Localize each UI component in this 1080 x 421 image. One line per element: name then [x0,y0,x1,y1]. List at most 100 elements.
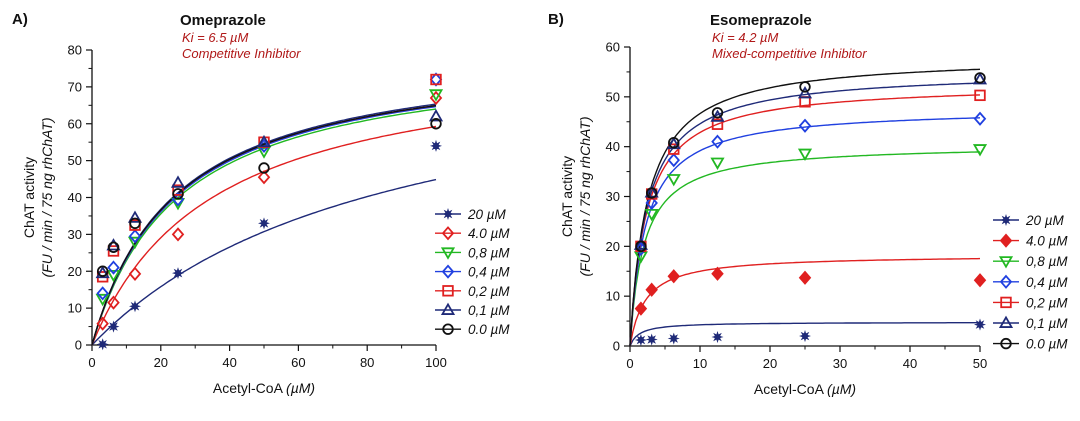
data-point [972,144,988,157]
y-axis-label-line2: (FU / min / 75 ng rhChAT) [577,116,593,276]
x-tick-label: 80 [360,355,374,370]
data-point [172,184,184,196]
data-point [127,236,143,250]
data-point [645,195,658,211]
x-tick-label: 50 [973,356,987,371]
y-tick-label: 10 [606,289,620,304]
y-axis-label: ChAT activity (FU / min / 75 ng rhChAT) [21,117,55,277]
data-point [667,332,680,345]
legend-marker [442,285,454,297]
legend-marker [1000,296,1012,309]
legend-label: 0.0 µM [1026,337,1068,352]
legend-marker [998,315,1014,328]
x-tick-label: 0 [88,355,95,370]
data-point [973,273,987,288]
legend-label: 0,8 µM [468,245,510,260]
fit-curve [629,82,981,347]
data-point [95,293,110,307]
data-point [711,266,724,281]
series-points [633,144,988,264]
data-point [633,237,648,250]
data-point [711,134,724,149]
legend-label: 0,8 µM [1026,254,1068,269]
data-point [107,295,120,310]
data-point [644,185,659,198]
series-points [634,266,987,316]
y-tick-label: 20 [68,264,82,279]
x-tick-label: 40 [903,356,917,371]
data-point [430,139,442,152]
data-point [171,227,185,242]
data-point [107,320,120,333]
data-point [973,111,987,126]
y-tick-label: 60 [606,40,620,55]
fit-curve [629,151,981,347]
legend-label: 0,2 µM [468,284,510,299]
data-point [710,157,725,170]
data-point [96,286,109,301]
series-points [96,139,442,351]
series-points [96,72,443,301]
data-point [798,118,812,133]
series-points [96,118,442,277]
x-tick-label: 0 [626,356,633,371]
data-point [107,241,120,253]
data-point [711,118,724,130]
legend: 20 µM 4.0 µM 0,8 µM 0,4 µM 0,2 µM 0,1 µM 0.0 µ… [435,207,510,337]
data-point [429,72,443,87]
data-point [645,282,658,297]
data-point [257,170,271,185]
data-point [974,89,986,102]
x-axis-label-text: Acetyl-CoA [754,381,827,397]
data-point [666,174,681,187]
y-tick-label: 0 [613,339,620,354]
legend-marker [1000,337,1012,350]
y-axis-label-line1: ChAT activity [21,157,37,238]
data-point [430,73,442,86]
data-point [974,318,986,331]
series-points [634,318,986,347]
data-point [430,118,442,130]
data-point [106,269,121,283]
data-point [428,89,444,102]
series-points [635,89,986,253]
legend-label: 20 µM [467,207,507,222]
data-point [107,245,120,257]
data-point [256,134,272,148]
legend-label: 4.0 µM [468,226,510,241]
chart-subtitle-line: Ki = 6.5 µM [182,30,249,45]
legend-marker [440,302,456,315]
legend-marker [440,247,456,260]
data-point [634,301,648,316]
y-tick-label: 50 [68,153,82,168]
x-tick-label: 100 [425,355,447,370]
y-tick-label: 30 [606,189,620,204]
legend-label: 0,1 µM [468,303,510,318]
data-point [799,330,811,343]
x-tick-label: 60 [291,355,305,370]
y-tick-label: 10 [68,301,82,316]
series-points [95,109,444,279]
data-point [96,338,109,351]
chart-title: Omeprazole [180,12,266,29]
fit-curve [91,125,437,346]
x-axis-label-text: Acetyl-CoA [213,380,286,396]
legend: 20 µM 4.0 µM 0,8 µM 0,4 µM 0,2 µM 0,1 µM 0.0 µ… [993,213,1068,352]
x-axis-label-unit: (µM) [827,381,856,397]
legend-label: 0.0 µM [468,322,510,337]
fit-curve [629,257,981,347]
legend-marker [441,226,455,241]
y-tick-label: 60 [68,116,82,131]
data-point [635,240,647,253]
data-point [797,86,813,99]
legend-label: 0,1 µM [1026,316,1068,331]
data-point [667,152,680,168]
data-point [646,187,658,199]
fit-curve [629,94,981,347]
y-tick-label: 20 [606,239,620,254]
panel-label: B) [548,11,564,28]
legend-label: 4.0 µM [1026,234,1068,249]
